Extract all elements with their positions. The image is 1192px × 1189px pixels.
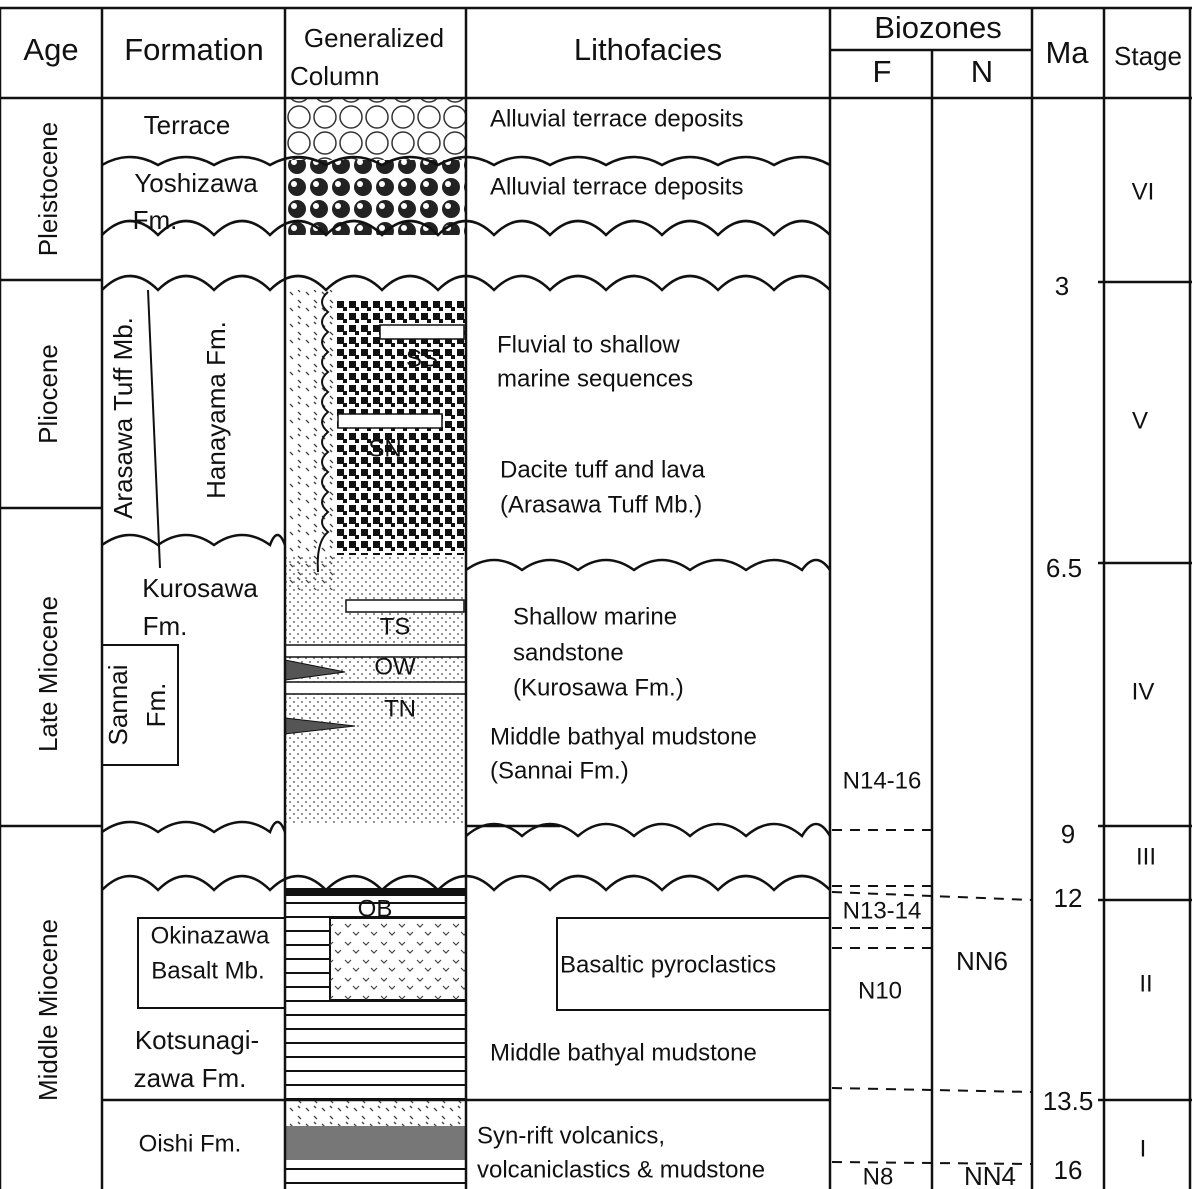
label: (Sannai Fm.) — [490, 757, 629, 784]
label: N — [971, 54, 993, 89]
label: V — [1132, 407, 1148, 434]
label: Alluvial terrace deposits — [490, 173, 743, 200]
label: Generalized — [304, 23, 444, 53]
label: 16 — [1054, 1155, 1083, 1185]
label: II — [1139, 970, 1152, 997]
label: Dacite tuff and lava — [500, 456, 706, 483]
label: Age — [23, 32, 78, 67]
unconformity — [466, 560, 830, 570]
label: Fm. — [141, 683, 171, 728]
label: Sannai — [103, 665, 133, 746]
label: (Arasawa Tuff Mb.) — [500, 491, 702, 518]
label: Kurosawa — [142, 573, 258, 603]
label: Middle bathyal mudstone — [490, 723, 757, 750]
stratigraphic-diagram: Age Formation Generalized Column Lithofacies… — [0, 0, 1192, 1189]
label: Lithofacies — [574, 32, 722, 67]
label: OW — [374, 653, 416, 680]
label: 13.5 — [1043, 1086, 1094, 1116]
label: Fluvial to shallow — [497, 331, 680, 358]
label: F — [873, 54, 892, 89]
label: Column — [290, 61, 380, 91]
label: SS — [406, 345, 438, 372]
label: NN6 — [956, 946, 1008, 976]
label: I — [1140, 1135, 1147, 1162]
label: VI — [1132, 178, 1155, 205]
label: TS — [380, 613, 411, 640]
label: sandstone — [513, 639, 624, 666]
label: Syn-rift volcanics, — [477, 1122, 665, 1149]
label: 3 — [1055, 271, 1069, 301]
label: N13-14 — [843, 897, 922, 924]
label: Basaltic pyroclastics — [560, 951, 776, 978]
label: zawa Fm. — [134, 1063, 247, 1093]
label: (Kurosawa Fm.) — [513, 674, 684, 701]
label: 9 — [1061, 819, 1075, 849]
label: Yoshizawa — [134, 168, 258, 198]
label: Basalt Mb. — [151, 957, 264, 984]
label: Pleistocene — [33, 122, 63, 256]
label: Alluvial terrace deposits — [490, 105, 743, 132]
label: NN4 — [964, 1161, 1016, 1189]
label: 6.5 — [1046, 553, 1082, 583]
label: OB — [358, 895, 393, 922]
label: Formation — [124, 32, 264, 67]
label: III — [1136, 843, 1156, 870]
label: volcaniclastics & mudstone — [477, 1156, 765, 1183]
unconformity — [102, 535, 285, 545]
label: Late Miocene — [33, 596, 63, 752]
label: Fm. — [133, 205, 178, 235]
label: N10 — [858, 977, 902, 1004]
label: SN — [368, 435, 401, 462]
label: TN — [384, 695, 416, 722]
label: Arasawa Tuff Mb. — [108, 317, 138, 519]
label: Stage — [1114, 41, 1182, 71]
label: Biozones — [874, 10, 1002, 45]
unconformity — [102, 822, 285, 832]
label: Ma — [1045, 35, 1089, 70]
label: N14-16 — [843, 767, 922, 794]
label: Middle Miocene — [33, 919, 63, 1101]
label: Oishi Fm. — [139, 1130, 242, 1157]
label: Kotsunagi- — [135, 1025, 259, 1055]
label: IV — [1132, 678, 1155, 705]
label: Pliocene — [33, 344, 63, 444]
label: Okinazawa — [151, 922, 270, 949]
label: Middle bathyal mudstone — [490, 1039, 757, 1066]
label: marine sequences — [497, 365, 693, 392]
label: Fm. — [143, 611, 188, 641]
label: Hanayama Fm. — [201, 321, 231, 499]
label: Terrace — [144, 110, 231, 140]
label: N8 — [863, 1163, 894, 1189]
label: 12 — [1054, 883, 1083, 913]
page: Age Formation Generalized Column Lithofacies… — [0, 0, 1192, 1189]
label: Shallow marine — [513, 603, 677, 630]
